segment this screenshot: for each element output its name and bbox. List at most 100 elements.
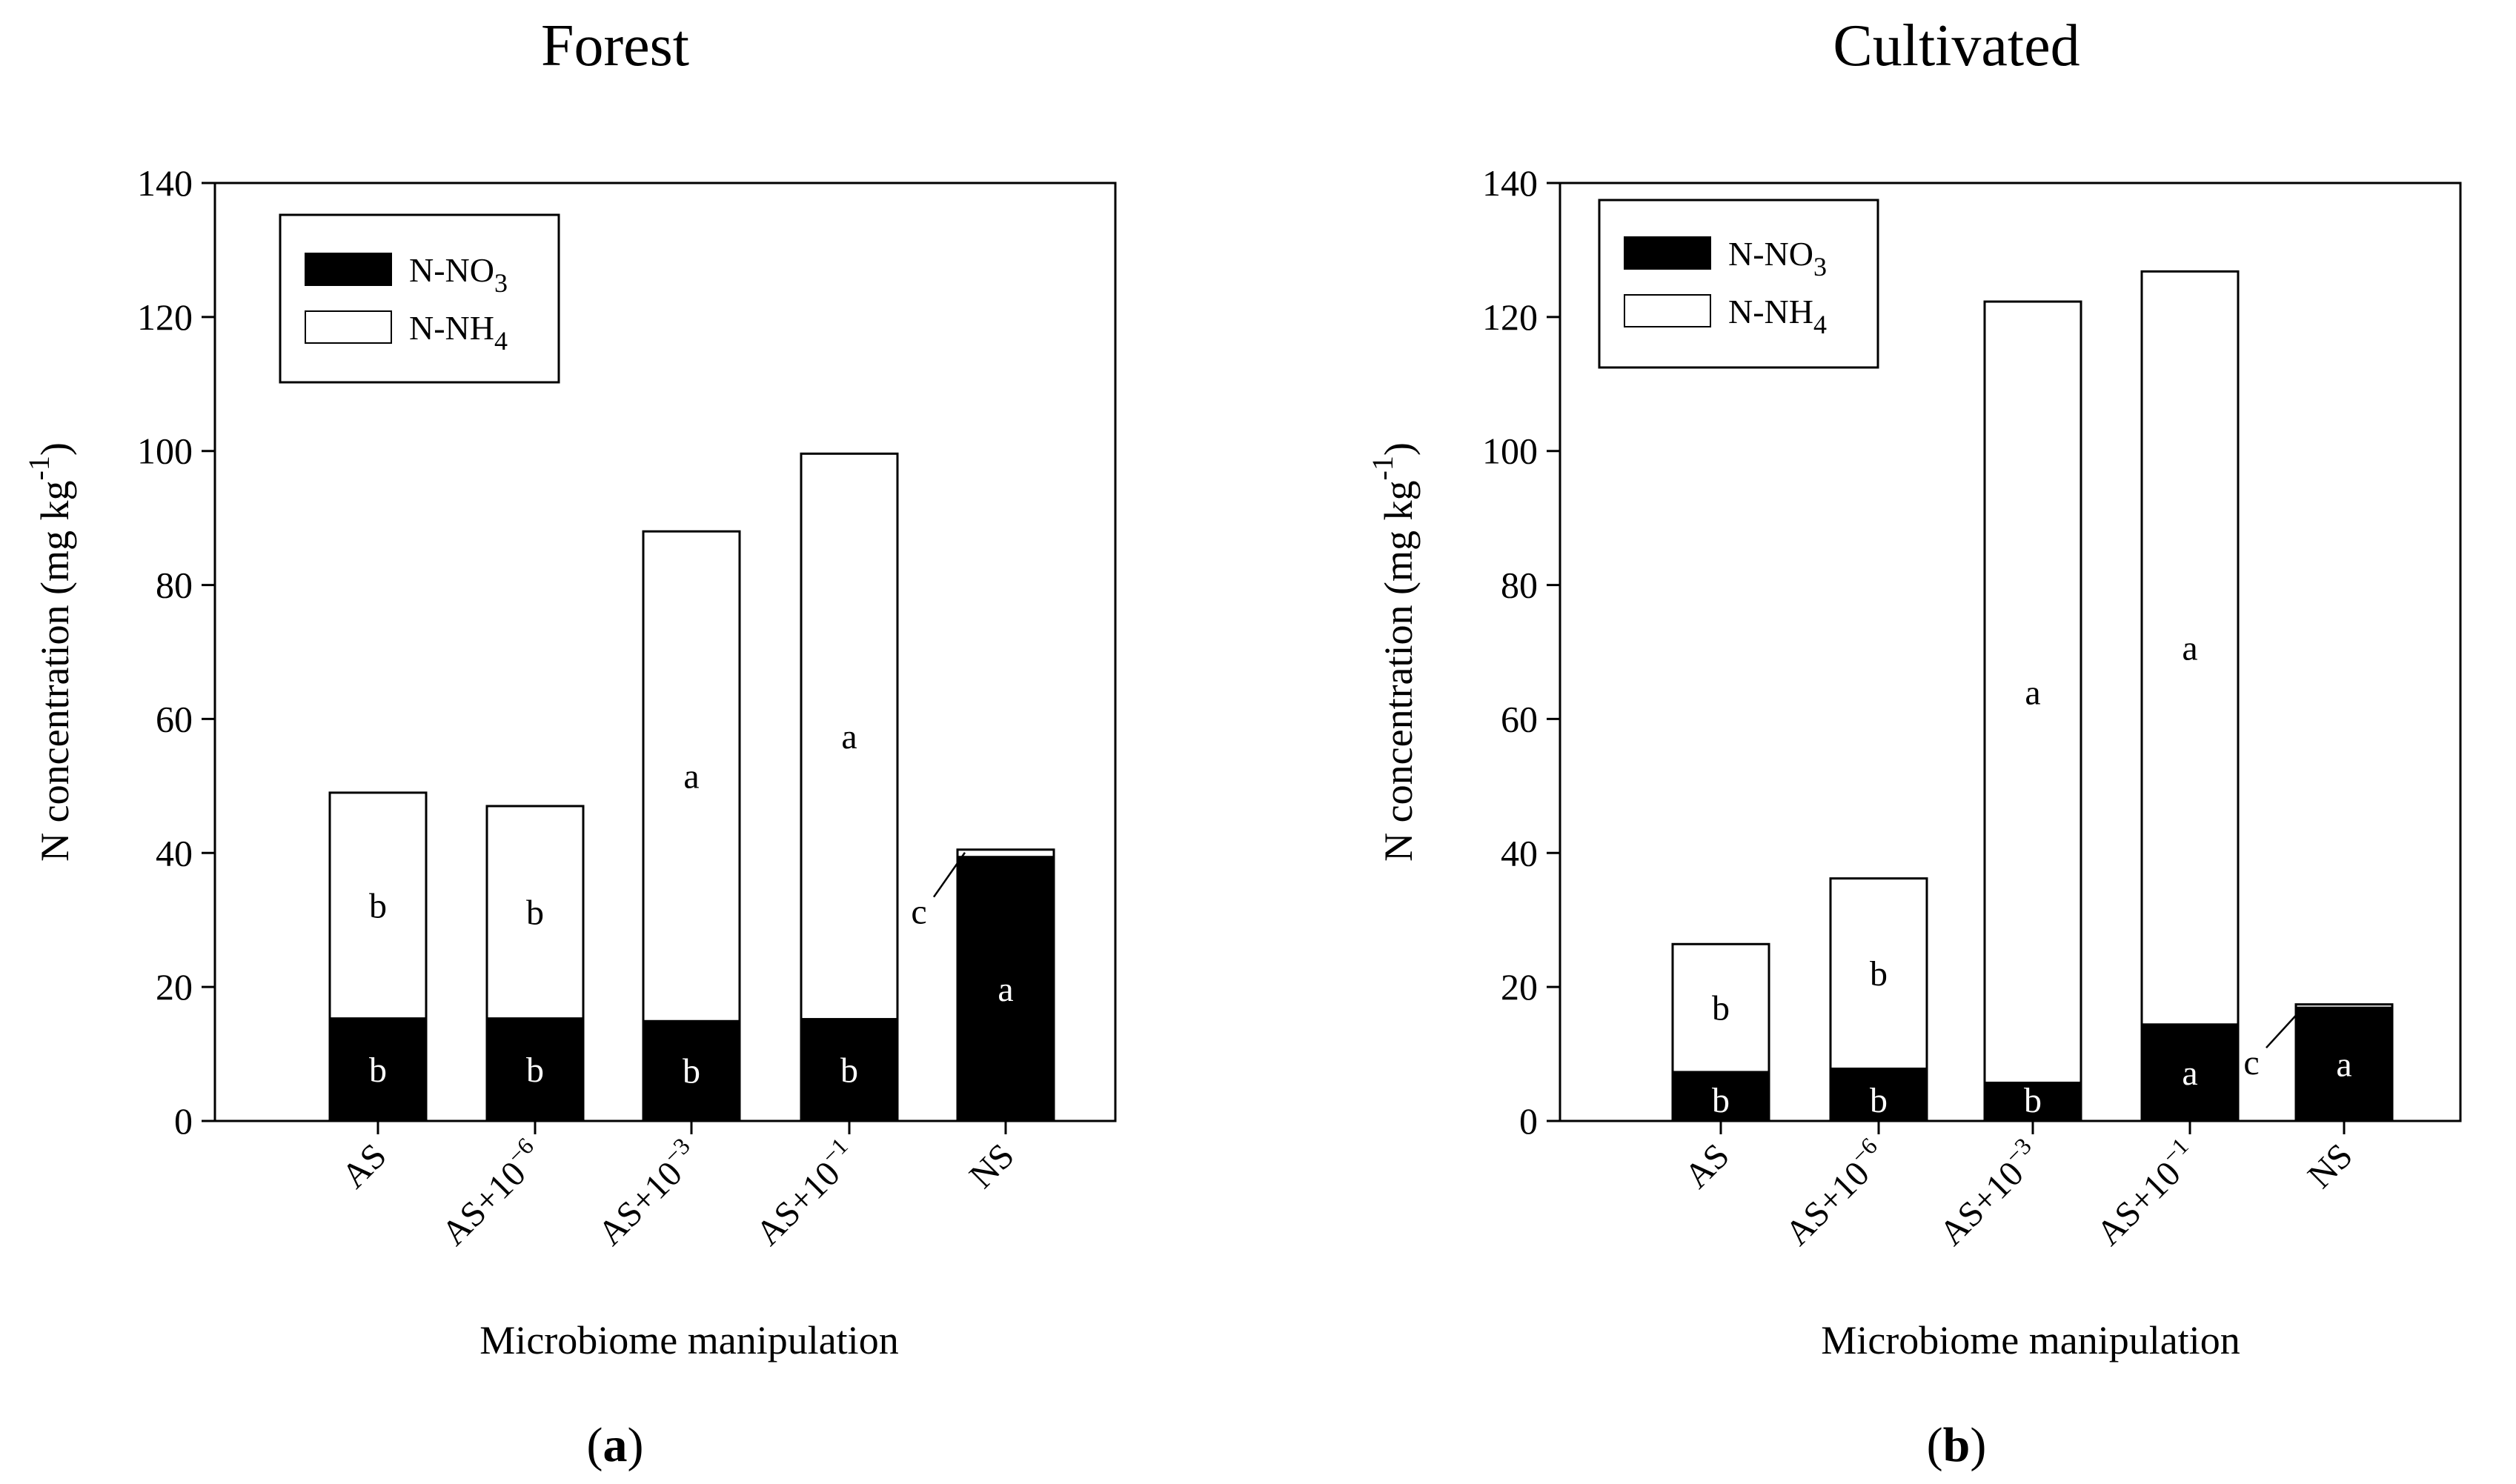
- bar-letter-no3: b: [1870, 1081, 1888, 1120]
- bar-letter-no3: a: [2336, 1045, 2351, 1085]
- y-axis-label-close: ): [1376, 442, 1421, 456]
- x-tick-label: AS+10−6: [431, 1132, 551, 1253]
- svg-text:AS+10−1: AS+10−1: [745, 1132, 866, 1253]
- bar-segment-no3: [800, 1018, 899, 1122]
- svg-text:AS+10−3: AS+10−3: [587, 1132, 708, 1253]
- y-axis-label-sup: -1: [22, 456, 56, 480]
- svg-text:AS+10−6: AS+10−6: [431, 1132, 551, 1253]
- legend-swatch-no3: [1624, 236, 1711, 270]
- y-axis-label: N concentration (mg kg-1): [1366, 442, 1421, 862]
- chart-title: Cultivated: [1833, 13, 2079, 79]
- svg-text:NS: NS: [2300, 1136, 2360, 1196]
- y-axis-label-text: N concentration (mg kg: [1376, 480, 1421, 861]
- bars-layer: b b b b b a a a a c: [1671, 270, 2394, 1122]
- x-tick-label: NS: [2300, 1136, 2360, 1196]
- bar-letter-nh4: a: [841, 717, 857, 756]
- bar-segment-no3: [485, 1017, 585, 1122]
- bar-segment-nh4: [328, 791, 428, 1020]
- bar-segment-nh4: [1983, 300, 2082, 1084]
- x-tick-label: AS+10−3: [587, 1132, 708, 1253]
- x-axis-label: Microbiome manipulation: [479, 1318, 898, 1362]
- y-tick-label: 80: [1501, 565, 1538, 606]
- bar-letter-leader: [2266, 1006, 2304, 1049]
- bar-letter-no3: b: [369, 1051, 387, 1090]
- y-axis-label-sup: -1: [1366, 456, 1399, 480]
- y-tick-label: 60: [156, 698, 193, 739]
- legend-label-nh4: N-NH4: [1728, 293, 1827, 339]
- bar-letter-nh4: a: [683, 757, 699, 796]
- bar-segment-nh4: [485, 805, 585, 1020]
- bar-letter-no3: b: [683, 1052, 700, 1091]
- svg-text:AS: AS: [1677, 1136, 1737, 1196]
- legend-swatch-nh4: [1624, 294, 1711, 327]
- y-tick-label: 40: [1501, 832, 1538, 874]
- bar-letter-nh4: a: [2025, 673, 2040, 712]
- bar-letter-leader: [932, 852, 966, 898]
- bar-letter-no3: a: [998, 970, 1013, 1009]
- bar-segment-nh4: [1829, 877, 1928, 1070]
- bar-letter-no3: a: [2182, 1054, 2197, 1093]
- svg-text:N concentration (mg kg-1): N concentration (mg kg-1): [1366, 442, 1421, 862]
- x-axis-label: Microbiome manipulation: [1821, 1318, 2240, 1362]
- y-axis-label-text: N concentration (mg kg: [33, 480, 77, 861]
- bar-segment-no3: [328, 1017, 428, 1122]
- y-tick-label: 0: [174, 1100, 193, 1142]
- legend-label-no3: N-NO3: [409, 251, 508, 298]
- bar-letter-no3: b: [2024, 1081, 2042, 1120]
- legend-label-no3: N-NO3: [1728, 235, 1827, 282]
- bars-layer: b b b b b a b a a c: [328, 452, 1055, 1122]
- bar-segment-nh4: [2294, 1003, 2394, 1009]
- bar-letter-nh4: a: [2182, 629, 2197, 668]
- bar-segment-nh4: [2140, 270, 2240, 1026]
- legend: N-NO3 N-NH4: [279, 213, 560, 384]
- svg-text:NS: NS: [962, 1136, 1022, 1196]
- bar-letter-nh4: c: [2243, 1043, 2259, 1082]
- y-tick-label: 20: [156, 966, 193, 1008]
- y-tick-label: 120: [137, 296, 193, 338]
- bar-segment-no3: [2294, 1006, 2394, 1122]
- bar-letter-no3: b: [526, 1051, 544, 1090]
- y-tick-label: 140: [137, 162, 193, 204]
- panel-label-b: (b): [1927, 1418, 1987, 1472]
- y-tick-label: 0: [1519, 1100, 1538, 1142]
- legend-box: [279, 213, 560, 384]
- svg-text:N concentration (mg kg-1): N concentration (mg kg-1): [22, 442, 77, 862]
- y-tick-label: 100: [137, 430, 193, 472]
- bar-letter-no3: b: [840, 1051, 858, 1090]
- panel-label-a: (a): [587, 1418, 644, 1472]
- bar-segment-no3: [956, 856, 1055, 1122]
- bar-segment-no3: [2140, 1023, 2240, 1122]
- legend: N-NO3 N-NH4: [1598, 199, 1879, 369]
- bar-segment-nh4: [1671, 942, 1770, 1074]
- x-tick-label: AS+10−3: [1928, 1132, 2049, 1253]
- bar-letter-nh4: b: [526, 893, 544, 932]
- x-tick-label: AS: [1677, 1136, 1737, 1196]
- y-tick-label: 140: [1482, 162, 1538, 204]
- y-axis-label: N concentration (mg kg-1): [22, 442, 77, 862]
- bar-letter-no3: b: [1712, 1081, 1730, 1120]
- y-tick-label: 20: [1501, 966, 1538, 1008]
- bar-letter-nh4: c: [911, 893, 926, 932]
- legend-swatch-no3: [305, 253, 392, 286]
- panel-a-forest: Forest 0 20 40 60 80 100 120 140 AS AS+10−6 AS+10−…: [22, 13, 1117, 1472]
- y-tick-label: 80: [156, 565, 193, 606]
- svg-text:AS+10−3: AS+10−3: [1928, 1132, 2049, 1253]
- bar-segment-nh4: [956, 848, 1055, 859]
- svg-text:AS+10−1: AS+10−1: [2085, 1132, 2206, 1253]
- svg-text:AS: AS: [334, 1136, 394, 1196]
- x-tick-label: AS+10−1: [2085, 1132, 2206, 1253]
- axis-layer: 0 20 40 60 80 100 120 140 AS AS+10−6 AS+10−3 AS+10−…: [1482, 162, 2360, 1253]
- x-tick-label: AS+10−6: [1774, 1132, 1895, 1253]
- bar-letter-nh4: b: [369, 886, 387, 925]
- legend-label-nh4: N-NH4: [409, 309, 508, 356]
- bar-letter-nh4: b: [1870, 954, 1888, 994]
- y-axis-label-close: ): [33, 442, 77, 456]
- y-tick-label: 120: [1482, 296, 1538, 338]
- bar-segment-nh4: [800, 452, 899, 1021]
- bar-letter-nh4: b: [1712, 989, 1730, 1028]
- bar-segment-nh4: [642, 530, 741, 1022]
- svg-text:AS+10−6: AS+10−6: [1774, 1132, 1895, 1253]
- chart-title: Forest: [541, 13, 689, 79]
- y-tick-label: 60: [1501, 698, 1538, 739]
